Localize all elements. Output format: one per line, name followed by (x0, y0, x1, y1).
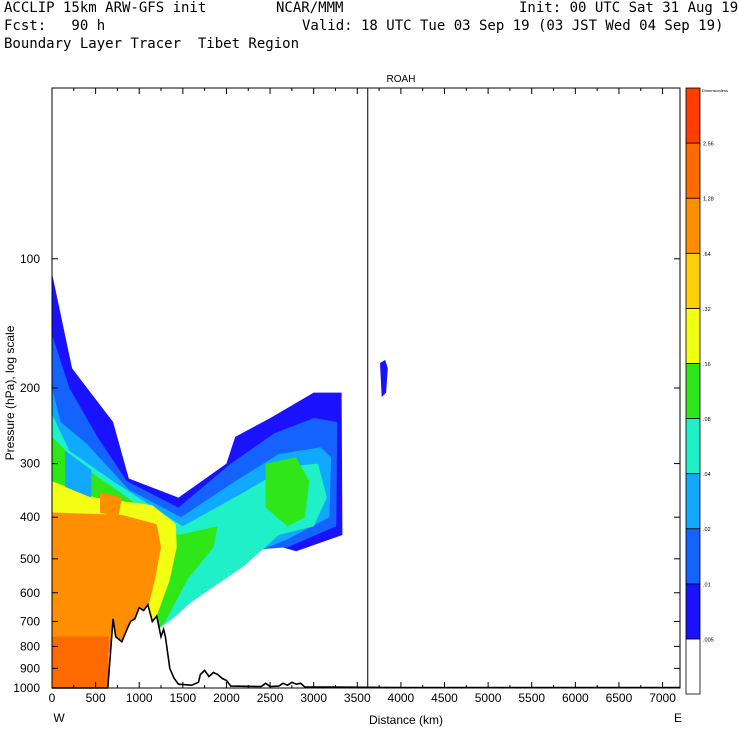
colorbar-title: Dimensionless (702, 88, 728, 93)
colorbar-swatch (685, 142, 701, 199)
x-tick-label: 500 (86, 691, 106, 705)
colorbar-level-label: .01 (703, 582, 711, 588)
y-tick-label: 400 (20, 510, 40, 524)
x-axis-label: Distance (km) (369, 713, 443, 727)
tracer-island-0 (380, 359, 388, 398)
y-axis-label: Pressure (hPa), log scale (3, 325, 17, 460)
colorbar-swatch (685, 528, 701, 585)
tracer-contours (52, 273, 343, 688)
tracer-island-3 (100, 492, 122, 518)
tracer-band-6 (52, 512, 161, 654)
y-tick-label: 500 (20, 552, 40, 566)
header-forecast-hours: Fcst: 90 h (4, 18, 106, 34)
header-valid-time: Valid: 18 UTC Tue 03 Sep 19 (03 JST Wed … (302, 18, 724, 34)
x-tick-label: 2000 (213, 691, 240, 705)
x-tick-label: 4500 (431, 691, 458, 705)
header-org: NCAR/MMM (276, 0, 344, 16)
tracer-band-7 (52, 636, 109, 688)
below-ground-mask (52, 604, 680, 688)
colorbar-level-label: 1.28 (703, 197, 714, 203)
colorbar-swatch (685, 307, 701, 364)
colorbar-swatch (685, 363, 701, 419)
colorbar-level-label: .04 (703, 472, 711, 478)
header-init-time: Init: 00 UTC Sat 31 Aug 19 (519, 0, 739, 16)
x-tick-label: 7000 (649, 691, 676, 705)
colorbar-level-label: .005 (703, 637, 714, 643)
y-tick-label: 900 (20, 661, 40, 675)
colorbar-swatch (685, 252, 701, 309)
colorbar-level-label: 2.56 (703, 142, 714, 148)
colorbar-swatch (685, 418, 701, 475)
x-tick-label: 6000 (562, 691, 589, 705)
x-tick-label: 6500 (606, 691, 633, 705)
y-tick-label: 100 (20, 252, 40, 266)
header-title: ACCLIP 15km ARW-GFS init (4, 0, 207, 16)
y-tick-label: 600 (20, 586, 40, 600)
y-tick-label: 200 (20, 381, 40, 395)
chart-title: ROAH (387, 74, 416, 85)
colorbar-level-label: .64 (703, 252, 711, 258)
colorbar-swatch (685, 583, 701, 640)
colorbar-swatch (685, 638, 701, 695)
x-tick-label: 3000 (300, 691, 327, 705)
tracer-island-1 (265, 457, 310, 527)
tracer-islands (52, 359, 680, 688)
x-tick-label: 0 (49, 691, 56, 705)
colorbar-level-label: .08 (703, 417, 711, 423)
east-end-label: E (674, 711, 682, 725)
y-tick-label: 1000 (13, 681, 40, 695)
colorbar-level-label: .02 (703, 527, 711, 533)
header-field-name: Boundary Layer Tracer Tibet Region (4, 36, 300, 52)
tracer-island-2 (65, 450, 92, 498)
west-end-label: W (53, 711, 65, 725)
colorbar: .005 .01 .02 .04 .08 .16 .32 .64 1.28 2.56 Dimensi… (685, 87, 728, 695)
colorbar-swatch (685, 197, 701, 254)
terrain-profile (52, 603, 680, 689)
y-tick-label: 700 (20, 615, 40, 629)
x-tick-label: 5500 (518, 691, 545, 705)
x-tick-label: 3500 (344, 691, 371, 705)
x-tick-label: 1500 (169, 691, 196, 705)
colorbar-swatch (685, 473, 701, 530)
y-tick-label: 800 (20, 639, 40, 653)
x-tick-label: 2500 (257, 691, 284, 705)
colorbar-level-label: .16 (703, 362, 711, 368)
x-tick-label: 5000 (475, 691, 502, 705)
colorbar-level-label: .32 (703, 307, 711, 313)
x-tick-label: 4000 (388, 691, 415, 705)
axes: 0 500 1000 1500 2000 2500 3000 3500 4000 4500 5000… (13, 88, 680, 705)
x-tick-label: 1000 (126, 691, 153, 705)
y-tick-label: 300 (20, 457, 40, 471)
colorbar-swatch (685, 87, 701, 144)
